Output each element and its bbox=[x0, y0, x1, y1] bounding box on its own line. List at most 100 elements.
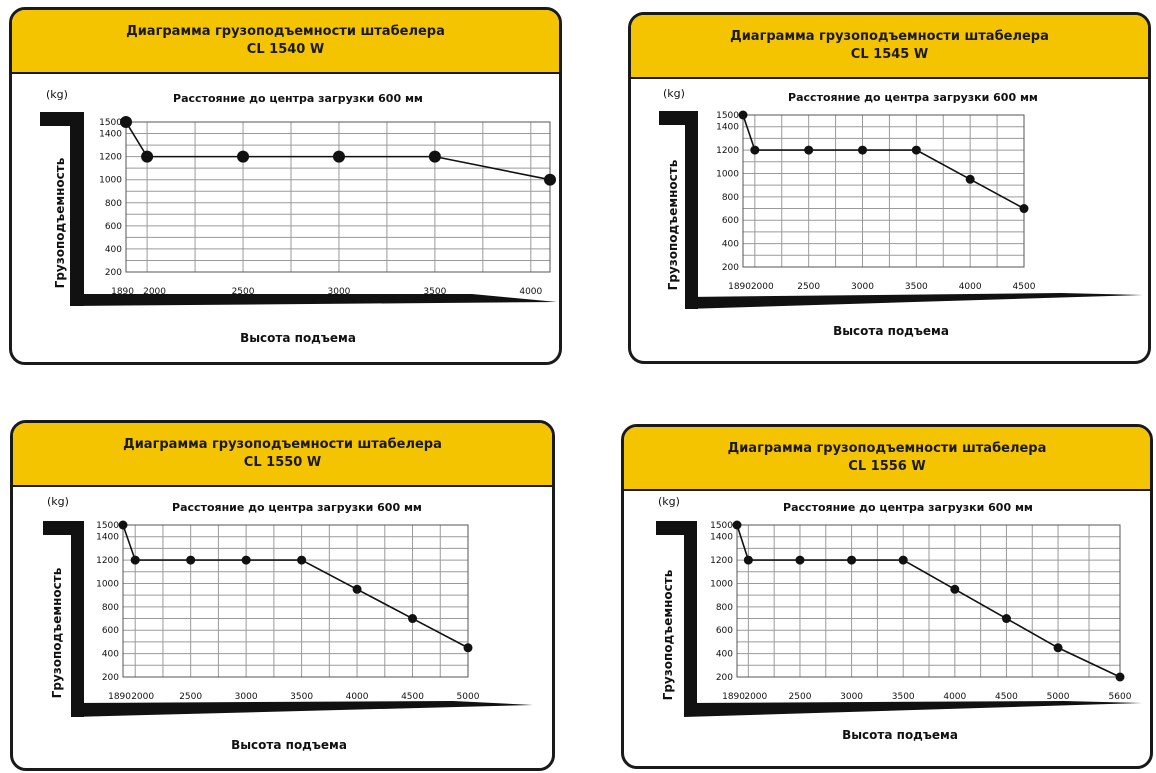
data-point bbox=[795, 555, 805, 565]
plot-area bbox=[122, 524, 469, 678]
x-ticks: 1890 2000 2500 3000 3500 4000 bbox=[111, 287, 542, 297]
x-axis-label: Высота подъема bbox=[833, 324, 949, 338]
grid bbox=[742, 114, 1025, 268]
chart-subtitle: Расстояние до центра загрузки 600 мм bbox=[788, 91, 1038, 104]
chart-title: Диаграмма грузоподъемности штабелера bbox=[730, 29, 1049, 44]
series-marks bbox=[118, 520, 473, 653]
x-tick-label: 2500 bbox=[232, 287, 255, 297]
y-tick-label: 600 bbox=[716, 626, 733, 636]
x-tick-label: 3000 bbox=[840, 692, 863, 702]
fork-icon bbox=[656, 521, 1142, 717]
y-tick-label: 200 bbox=[102, 673, 119, 683]
data-point bbox=[186, 555, 196, 565]
fork-icon bbox=[659, 111, 1143, 309]
y-tick-label: 1400 bbox=[710, 533, 733, 543]
y-tick-label: 600 bbox=[105, 222, 122, 232]
plot-area bbox=[742, 114, 1025, 268]
y-tick-label: 1000 bbox=[99, 176, 122, 186]
x-axis-label: Высота подъема bbox=[231, 738, 347, 752]
y-tick-label: 800 bbox=[722, 193, 739, 203]
data-point bbox=[1019, 204, 1029, 214]
x-tick-label: 5000 bbox=[457, 692, 480, 702]
chart-card-4: Диаграмма грузоподъемности штабелера CL … bbox=[621, 424, 1153, 769]
chart-model: CL 1545 W bbox=[850, 47, 929, 62]
series-line bbox=[125, 121, 551, 181]
y-ticks: 200 400 600 800 1000 1200 1400 1500 bbox=[96, 521, 119, 683]
chart-svg: (kg) Расстояние до центра загрузки 600 м… bbox=[40, 88, 557, 345]
x-tick-label: 2500 bbox=[789, 692, 812, 702]
grid bbox=[125, 121, 550, 273]
fork-icon bbox=[40, 112, 557, 306]
fork-icon bbox=[43, 521, 533, 717]
y-tick-label: 200 bbox=[105, 268, 122, 278]
y-tick-label: 800 bbox=[105, 199, 122, 209]
series-marks bbox=[738, 110, 1029, 214]
data-point bbox=[297, 555, 307, 565]
y-tick-label: 1500 bbox=[96, 521, 119, 531]
chart-model: CL 1556 W bbox=[848, 459, 926, 474]
x-tick-label: 5000 bbox=[1047, 692, 1070, 702]
x-tick-label: 1890 bbox=[722, 692, 745, 702]
x-tick-label: 2500 bbox=[797, 282, 820, 292]
chart-svg: (kg) Расстояние до центра загрузки 600 м… bbox=[43, 495, 533, 752]
data-point bbox=[241, 555, 251, 565]
y-tick-label: 800 bbox=[716, 603, 733, 613]
y-tick-label: 200 bbox=[722, 263, 739, 273]
x-tick-label: 5600 bbox=[1109, 692, 1132, 702]
plot-area bbox=[125, 121, 551, 273]
data-point bbox=[738, 110, 748, 120]
chart-title: Диаграмма грузоподъемности штабелера bbox=[727, 441, 1047, 456]
x-tick-label: 4000 bbox=[943, 692, 966, 702]
series-line bbox=[736, 524, 1121, 678]
data-point bbox=[1053, 643, 1063, 653]
chart-model: CL 1540 W bbox=[246, 42, 325, 57]
series-marks bbox=[732, 520, 1125, 682]
x-tick-label: 3000 bbox=[328, 287, 351, 297]
chart-header: Диаграмма грузоподъемности штабелера CL … bbox=[624, 427, 1150, 491]
x-ticks: 1890 2000 2500 3000 3500 4000 4500 bbox=[728, 282, 1036, 292]
y-tick-label: 400 bbox=[105, 245, 122, 255]
data-point bbox=[428, 150, 441, 163]
x-tick-label: 1890 bbox=[108, 692, 131, 702]
y-tick-label: 1000 bbox=[710, 579, 733, 589]
x-axis-label: Высота подъема bbox=[240, 331, 356, 345]
data-point bbox=[332, 150, 345, 163]
y-tick-label: 400 bbox=[716, 650, 733, 660]
y-tick-label: 1200 bbox=[96, 556, 119, 566]
data-point bbox=[1115, 672, 1125, 682]
data-point bbox=[352, 584, 362, 594]
x-ticks: 1890 2000 2500 3000 3500 4000 4500 5000 bbox=[108, 692, 480, 702]
y-tick-label: 1400 bbox=[99, 130, 122, 140]
data-point bbox=[732, 520, 742, 530]
grid bbox=[736, 524, 1121, 678]
x-tick-label: 3500 bbox=[892, 692, 915, 702]
y-tick-label: 1400 bbox=[96, 533, 119, 543]
x-tick-label: 2000 bbox=[143, 287, 166, 297]
data-point bbox=[950, 584, 960, 594]
x-tick-label: 4000 bbox=[959, 282, 982, 292]
x-tick-label: 4000 bbox=[519, 287, 542, 297]
series-marks bbox=[120, 116, 556, 186]
y-tick-label: 1200 bbox=[710, 556, 733, 566]
y-tick-label: 1200 bbox=[716, 146, 739, 156]
chart-subtitle: Расстояние до центра загрузки 600 мм bbox=[173, 92, 423, 105]
data-point bbox=[237, 150, 250, 163]
data-point bbox=[130, 555, 140, 565]
chart-card-3: Диаграмма грузоподъемности штабелера CL … bbox=[10, 420, 555, 771]
data-point bbox=[544, 173, 556, 186]
y-axis-label: Грузоподъемность bbox=[53, 157, 67, 288]
unit-label: (kg) bbox=[46, 88, 68, 101]
x-tick-label: 4500 bbox=[995, 692, 1018, 702]
chart-card-2: Диаграмма грузоподъемности штабелера CL … bbox=[628, 12, 1151, 364]
y-tick-label: 400 bbox=[722, 240, 739, 250]
data-point bbox=[1001, 614, 1011, 624]
x-tick-label: 3000 bbox=[851, 282, 874, 292]
x-tick-label: 2000 bbox=[751, 282, 774, 292]
y-tick-label: 400 bbox=[102, 650, 119, 660]
y-tick-label: 600 bbox=[102, 626, 119, 636]
plot-area bbox=[736, 524, 1121, 678]
y-ticks: 200 400 600 800 1000 1200 1400 1500 bbox=[710, 521, 733, 683]
y-tick-label: 600 bbox=[722, 216, 739, 226]
data-point bbox=[858, 145, 868, 155]
chart-model: CL 1550 W bbox=[243, 455, 322, 470]
